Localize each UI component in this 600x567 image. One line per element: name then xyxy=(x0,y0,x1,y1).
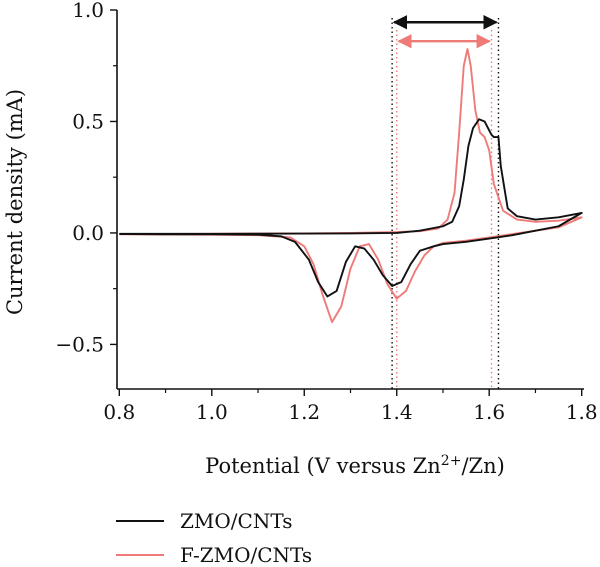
plot-area xyxy=(119,15,583,389)
y-tick-label: −0.5 xyxy=(55,332,104,356)
x-axis-ticks: 0.8 1.0 1.2 1.4 1.6 1.8 xyxy=(103,389,598,424)
x-axis-title-main: Potential (V versus Zn xyxy=(205,454,441,478)
x-tick-label: 1.6 xyxy=(473,400,505,424)
y-tick-label: 0.5 xyxy=(72,109,104,133)
y-tick-label: 1.0 xyxy=(72,0,104,22)
legend-label-f-zmo-cnts: F-ZMO/CNTs xyxy=(180,543,312,567)
x-axis-title-superscript: 2+ xyxy=(441,453,462,469)
y-axis-ticks: −0.5 0.0 0.5 1.0 xyxy=(55,0,117,356)
x-axis-title: Potential (V versus Zn2+/Zn) xyxy=(205,453,505,478)
legend: ZMO/CNTs F-ZMO/CNTs xyxy=(116,509,312,567)
series-line-zmo-cnts xyxy=(119,118,583,298)
y-tick-label: 0.0 xyxy=(72,221,104,245)
series-line-f-zmo-cnts xyxy=(119,48,583,324)
x-tick-label: 1.0 xyxy=(196,400,228,424)
x-tick-label: 1.2 xyxy=(288,400,320,424)
x-tick-label: 1.8 xyxy=(566,400,598,424)
legend-label-zmo-cnts: ZMO/CNTs xyxy=(180,509,292,533)
x-tick-label: 0.8 xyxy=(103,400,135,424)
x-axis-title-tail: /Zn) xyxy=(461,454,504,478)
x-tick-label: 1.4 xyxy=(381,400,413,424)
y-axis-title: Current density (mA) xyxy=(3,89,27,315)
